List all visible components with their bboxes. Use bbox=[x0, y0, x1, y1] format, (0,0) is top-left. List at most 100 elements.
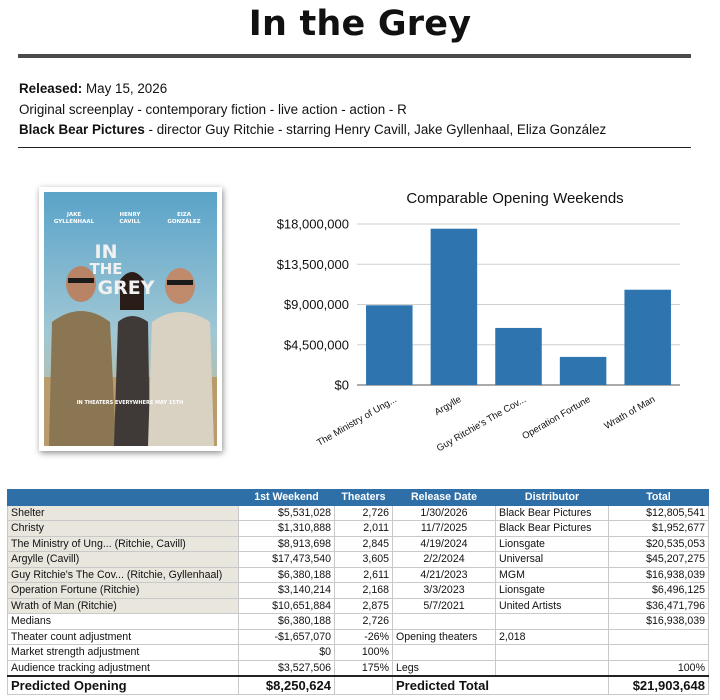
chart-bar bbox=[624, 289, 671, 385]
theater-adjustment-pct: -26% bbox=[334, 628, 393, 645]
release-date: May 15, 2026 bbox=[86, 81, 168, 96]
cell-weekend: $17,473,540 bbox=[238, 551, 335, 568]
x-tick-label: Argylle bbox=[433, 394, 464, 418]
poster-credit-2: GYLLENHAAL bbox=[54, 219, 95, 225]
cell-theaters: 2,875 bbox=[334, 597, 393, 614]
medians-row: Medians $6,380,188 2,726 $16,938,039 bbox=[7, 613, 709, 630]
info-divider bbox=[18, 147, 691, 148]
cell-total: $12,805,541 bbox=[608, 504, 709, 521]
cell-total: $20,535,053 bbox=[608, 535, 709, 552]
theater-adjustment-label: Theater count adjustment bbox=[7, 628, 239, 645]
table-row: Argylle (Cavill) $17,473,540 3,605 2/2/2… bbox=[7, 551, 709, 568]
medians-total: $16,938,039 bbox=[608, 613, 709, 630]
movie-poster: JAKE GYLLENHAAL HENRY CAVILL EIZA GONZÁL… bbox=[39, 187, 222, 451]
distributor-name: Black Bear Pictures bbox=[19, 122, 145, 137]
cell-total: $45,207,275 bbox=[608, 551, 709, 568]
chart-svg: Comparable Opening Weekends $0 $4,500,000… bbox=[277, 190, 680, 454]
table-header-row: 1st Weekend Theaters Release Date Distri… bbox=[7, 489, 709, 506]
header-total: Total bbox=[608, 489, 709, 506]
cell-weekend: $5,531,028 bbox=[238, 504, 335, 521]
header-release-date: Release Date bbox=[392, 489, 496, 506]
cell-distributor: Lionsgate bbox=[495, 582, 609, 599]
market-adjustment-empty-2 bbox=[495, 644, 609, 661]
genre-line: Original screenplay - contemporary ficti… bbox=[19, 101, 407, 117]
header-distributor: Distributor bbox=[495, 489, 609, 506]
cell-distributor: Universal bbox=[495, 551, 609, 568]
predicted-opening-value: $8,250,624 bbox=[238, 674, 335, 695]
audience-adjustment-pct: 175% bbox=[334, 659, 393, 676]
chart-bar bbox=[559, 356, 607, 385]
y-tick-label: $18,000,000 bbox=[277, 217, 349, 232]
chart-title: Comparable Opening Weekends bbox=[406, 190, 623, 207]
cell-distributor: Black Bear Pictures bbox=[495, 504, 609, 521]
credits-line: Black Bear Pictures - director Guy Ritch… bbox=[19, 120, 606, 141]
cell-distributor: Black Bear Pictures bbox=[495, 520, 609, 537]
cell-release-date: 5/7/2021 bbox=[392, 597, 496, 614]
medians-weekend: $6,380,188 bbox=[238, 613, 335, 630]
audience-adjustment-row: Audience tracking adjustment $3,527,506 … bbox=[7, 659, 709, 676]
cell-weekend: $3,140,214 bbox=[238, 582, 335, 599]
x-tick-label: Operation Fortune bbox=[520, 394, 592, 442]
predicted-empty bbox=[334, 674, 393, 695]
cell-title: Argylle (Cavill) bbox=[7, 551, 239, 568]
poster-image: JAKE GYLLENHAAL HENRY CAVILL EIZA GONZÁL… bbox=[44, 192, 217, 446]
table-row: The Ministry of Ung... (Ritchie, Cavill)… bbox=[7, 535, 709, 552]
medians-empty-1 bbox=[392, 613, 496, 630]
poster-tagline: IN THEATERS EVERYWHERE MAY 15TH bbox=[77, 400, 184, 406]
cell-weekend: $8,913,698 bbox=[238, 535, 335, 552]
cell-distributor: Lionsgate bbox=[495, 535, 609, 552]
market-adjustment-empty-1 bbox=[392, 644, 496, 661]
audience-adjustment-value: $3,527,506 bbox=[238, 659, 335, 676]
cell-release-date: 2/2/2024 bbox=[392, 551, 496, 568]
cell-title: Operation Fortune (Ritchie) bbox=[7, 582, 239, 599]
medians-label: Medians bbox=[7, 613, 239, 630]
cell-distributor: United Artists bbox=[495, 597, 609, 614]
chart-bar bbox=[430, 228, 478, 385]
market-adjustment-empty-3 bbox=[608, 644, 709, 661]
cell-title: Shelter bbox=[7, 504, 239, 521]
cell-release-date: 1/30/2026 bbox=[392, 504, 496, 521]
cell-theaters: 2,011 bbox=[334, 520, 393, 537]
cell-total: $36,471,796 bbox=[608, 597, 709, 614]
poster-title-2: THE bbox=[89, 260, 122, 278]
release-line: Released: May 15, 2026 bbox=[19, 79, 606, 100]
cell-title: The Ministry of Ung... (Ritchie, Cavill) bbox=[7, 535, 239, 552]
legs-empty bbox=[495, 659, 609, 676]
y-tick-label: $9,000,000 bbox=[284, 297, 349, 312]
legs-value: 100% bbox=[608, 659, 709, 676]
y-tick-label: $4,500,000 bbox=[284, 337, 349, 352]
cell-total: $1,952,677 bbox=[608, 520, 709, 537]
cell-title: Guy Ritchie's The Cov... (Ritchie, Gylle… bbox=[7, 566, 239, 583]
cell-total: $16,938,039 bbox=[608, 566, 709, 583]
title-divider bbox=[18, 54, 691, 58]
chart-bar bbox=[495, 327, 542, 385]
theater-adjustment-row: Theater count adjustment -$1,657,070 -26… bbox=[7, 628, 709, 645]
credits-text: - director Guy Ritchie - starring Henry … bbox=[144, 122, 607, 137]
legs-label: Legs bbox=[392, 659, 496, 676]
y-tick-label: $0 bbox=[335, 378, 349, 393]
header-theaters: Theaters bbox=[334, 489, 393, 506]
theater-adjustment-value: -$1,657,070 bbox=[238, 628, 335, 645]
predicted-opening-label: Predicted Opening bbox=[7, 674, 239, 695]
table-row: Guy Ritchie's The Cov... (Ritchie, Gylle… bbox=[7, 566, 709, 583]
movie-info: Released: May 15, 2026 Original screenpl… bbox=[19, 79, 606, 141]
market-adjustment-label: Market strength adjustment bbox=[7, 644, 239, 661]
header-title bbox=[7, 489, 239, 506]
poster-title-1: IN bbox=[95, 241, 118, 263]
cell-release-date: 4/21/2023 bbox=[392, 566, 496, 583]
cell-release-date: 3/3/2023 bbox=[392, 582, 496, 599]
medians-empty-2 bbox=[495, 613, 609, 630]
market-adjustment-row: Market strength adjustment $0 100% bbox=[7, 644, 709, 661]
cell-release-date: 11/7/2025 bbox=[392, 520, 496, 537]
cell-weekend: $1,310,888 bbox=[238, 520, 335, 537]
predicted-total-value: $21,903,648 bbox=[608, 674, 709, 695]
chart-bar bbox=[366, 305, 413, 385]
page-title: In the Grey bbox=[248, 4, 472, 44]
predicted-total-label: Predicted Total bbox=[392, 674, 609, 695]
market-adjustment-value: $0 bbox=[238, 644, 335, 661]
market-adjustment-pct: 100% bbox=[334, 644, 393, 661]
table-row: Operation Fortune (Ritchie) $3,140,214 2… bbox=[7, 582, 709, 599]
cell-theaters: 3,605 bbox=[334, 551, 393, 568]
comparables-table: 1st Weekend Theaters Release Date Distri… bbox=[7, 489, 709, 695]
cell-title: Wrath of Man (Ritchie) bbox=[7, 597, 239, 614]
